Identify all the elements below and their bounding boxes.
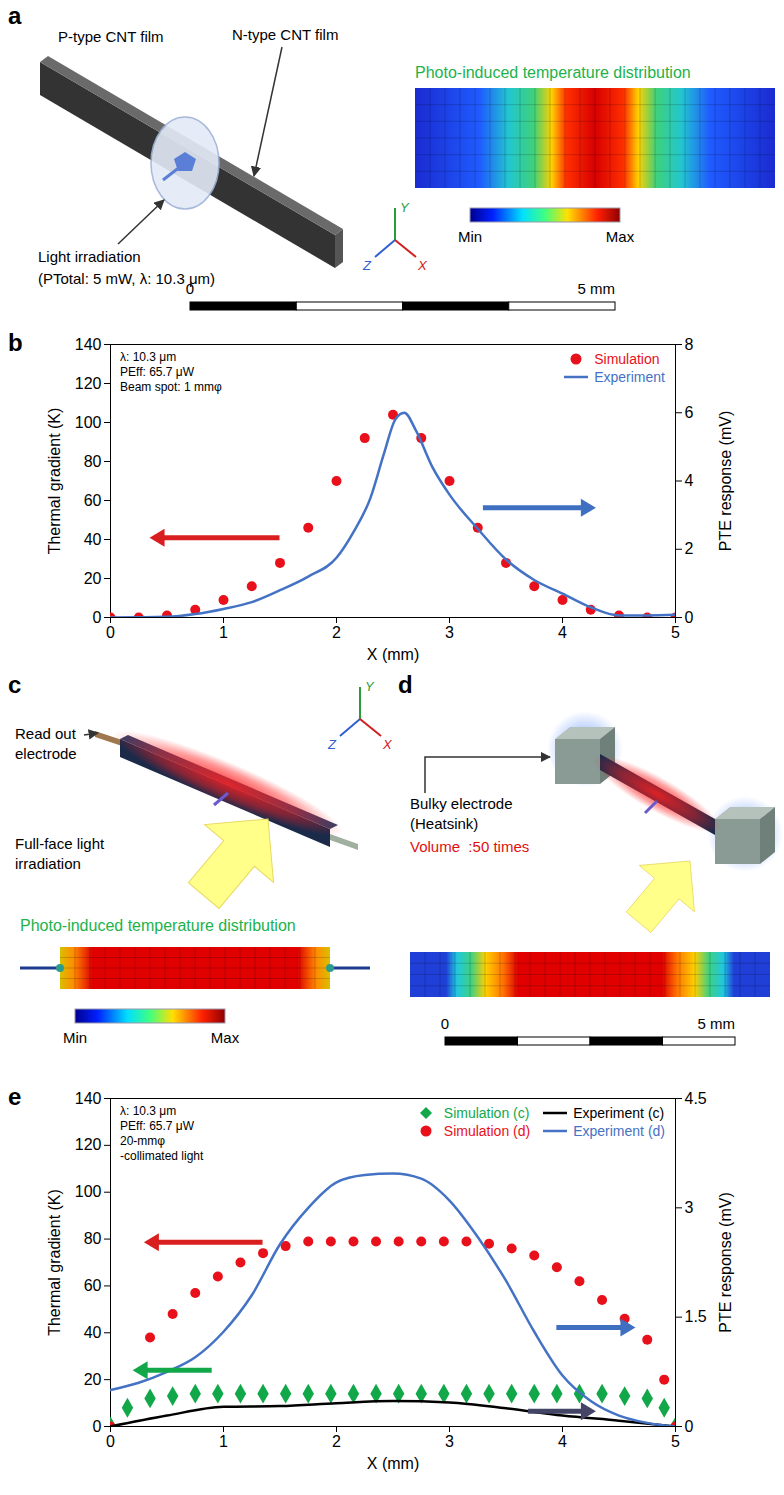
svg-text:irradiation: irradiation xyxy=(15,855,81,872)
html-text:Experiment (d): Experiment (d) xyxy=(573,1123,665,1139)
svg-text:X: X xyxy=(417,258,428,273)
svg-text:4: 4 xyxy=(558,624,567,641)
svg-text:20: 20 xyxy=(84,570,102,587)
svg-text:100: 100 xyxy=(75,414,102,431)
svg-text:Min: Min xyxy=(63,1029,87,1046)
svg-text:PTE response (mV): PTE response (mV) xyxy=(717,1192,734,1332)
svg-text:Light irradiation: Light irradiation xyxy=(38,248,141,265)
svg-text:0: 0 xyxy=(685,1418,694,1435)
svg-text:Min: Min xyxy=(458,228,482,245)
svg-text:5: 5 xyxy=(671,624,680,641)
svg-text:4.5: 4.5 xyxy=(685,1090,707,1107)
svg-text:2: 2 xyxy=(685,540,694,557)
svg-text:(PTotal: 5 mW, λ: 10.3 μm): (PTotal: 5 mW, λ: 10.3 μm) xyxy=(38,270,215,287)
svg-text:3: 3 xyxy=(445,1433,454,1450)
html-text:Experiment (c): Experiment (c) xyxy=(573,1105,665,1121)
svg-text:0: 0 xyxy=(106,1433,115,1450)
svg-text:Photo-induced temperature dist: Photo-induced temperature distribution xyxy=(415,64,691,81)
svg-text:2: 2 xyxy=(332,624,341,641)
svg-text:Thermal gradient (K): Thermal gradient (K) xyxy=(46,408,63,555)
svg-text:(Heatsink): (Heatsink) xyxy=(410,815,478,832)
svg-text:PTE response (mV): PTE response (mV) xyxy=(717,411,734,551)
svg-text:0: 0 xyxy=(93,609,102,626)
svg-text:1: 1 xyxy=(219,624,228,641)
svg-text:0: 0 xyxy=(441,1015,449,1032)
svg-text:X (mm): X (mm) xyxy=(367,1455,419,1472)
svg-text:c: c xyxy=(8,671,21,698)
svg-text:140: 140 xyxy=(75,1090,102,1107)
svg-text:Thermal gradient (K): Thermal gradient (K) xyxy=(46,1189,63,1336)
html-text:Simulation (d): Simulation (d) xyxy=(443,1123,531,1139)
svg-text:0: 0 xyxy=(186,280,194,297)
svg-text:8: 8 xyxy=(685,336,694,353)
html-text:Simulation (c): Simulation (c) xyxy=(443,1105,530,1121)
html-text:Experiment: Experiment xyxy=(594,369,665,385)
svg-text:0: 0 xyxy=(685,609,694,626)
svg-text:2: 2 xyxy=(332,1433,341,1450)
svg-text:Volume :50 times: Volume :50 times xyxy=(410,838,529,855)
html-text:PEff: 65.7 μW: PEff: 65.7 μW xyxy=(120,1119,195,1133)
svg-text:0: 0 xyxy=(93,1418,102,1435)
svg-text:0: 0 xyxy=(106,624,115,641)
svg-text:120: 120 xyxy=(75,1136,102,1153)
html-text:b: b xyxy=(8,329,23,356)
svg-text:5 mm: 5 mm xyxy=(578,280,616,297)
html-text:λ: 10.3 μm: λ: 10.3 μm xyxy=(120,1104,177,1118)
svg-text:Z: Z xyxy=(327,737,337,752)
svg-text:40: 40 xyxy=(84,1324,102,1341)
html-text:PEff: 65.7 μW: PEff: 65.7 μW xyxy=(120,365,195,379)
svg-text:100: 100 xyxy=(75,1183,102,1200)
svg-text:120: 120 xyxy=(75,375,102,392)
svg-text:1: 1 xyxy=(219,1433,228,1450)
svg-text:Photo-induced temperature dist: Photo-induced temperature distribution xyxy=(20,917,296,934)
svg-text:Full-face light: Full-face light xyxy=(15,835,105,852)
svg-text:Z: Z xyxy=(362,258,372,273)
svg-text:140: 140 xyxy=(75,336,102,353)
svg-text:40: 40 xyxy=(84,531,102,548)
svg-text:60: 60 xyxy=(84,1277,102,1294)
html-text:λ: 10.3 μm: λ: 10.3 μm xyxy=(120,350,177,364)
html-text:Beam spot: 1 mmφ: Beam spot: 1 mmφ xyxy=(120,380,222,394)
svg-text:electrode: electrode xyxy=(15,745,77,762)
svg-text:Max: Max xyxy=(211,1029,240,1046)
svg-text:Bulky electrode: Bulky electrode xyxy=(410,795,513,812)
html-text:20-mmφ: 20-mmφ xyxy=(120,1134,166,1148)
svg-text:20: 20 xyxy=(84,1371,102,1388)
svg-text:3: 3 xyxy=(685,1199,694,1216)
svg-text:4: 4 xyxy=(558,1433,567,1450)
svg-text:1.5: 1.5 xyxy=(685,1308,707,1325)
html-text:-collimated light: -collimated light xyxy=(120,1149,204,1163)
svg-text:X: X xyxy=(382,737,393,752)
svg-text:Y: Y xyxy=(365,679,375,694)
svg-text:60: 60 xyxy=(84,492,102,509)
svg-text:5: 5 xyxy=(671,1433,680,1450)
svg-text:P-type CNT film: P-type CNT film xyxy=(58,28,164,45)
svg-text:80: 80 xyxy=(84,453,102,470)
svg-text:N-type CNT film: N-type CNT film xyxy=(232,26,338,43)
svg-text:Read out: Read out xyxy=(15,725,77,742)
svg-text:Max: Max xyxy=(606,228,635,245)
svg-text:d: d xyxy=(398,671,413,698)
svg-text:80: 80 xyxy=(84,1230,102,1247)
svg-text:6: 6 xyxy=(685,404,694,421)
html-text:e: e xyxy=(8,1083,22,1110)
svg-text:Y: Y xyxy=(400,200,410,215)
svg-text:a: a xyxy=(8,2,22,29)
svg-text:5 mm: 5 mm xyxy=(698,1015,736,1032)
svg-text:3: 3 xyxy=(445,624,454,641)
html-text:Simulation: Simulation xyxy=(594,351,660,367)
svg-text:X (mm): X (mm) xyxy=(367,646,419,663)
svg-text:4: 4 xyxy=(685,472,694,489)
